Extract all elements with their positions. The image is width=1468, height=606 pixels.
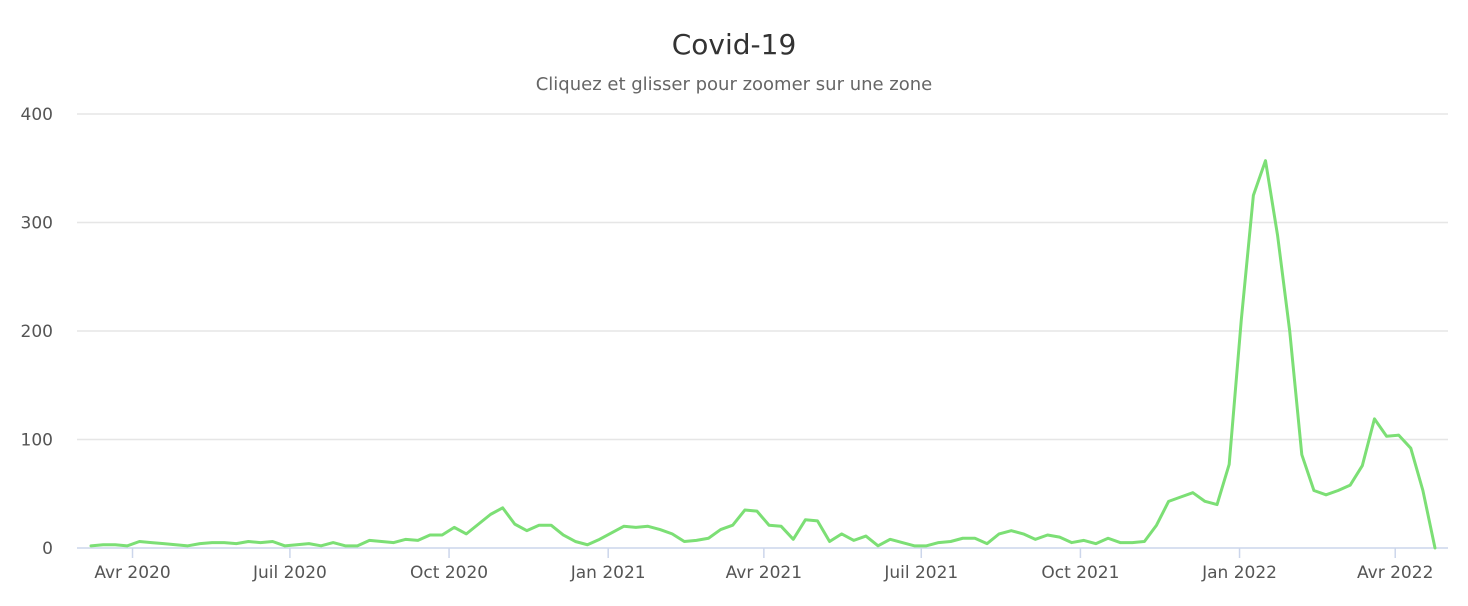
y-gridlines: [77, 113, 1448, 441]
y-axis-labels: 0 100 200 300 400: [21, 105, 53, 559]
y-tick-label: 200: [21, 322, 53, 342]
x-tick-label: Jan 2021: [570, 563, 646, 583]
x-tick-label: Avr 2020: [94, 563, 170, 583]
y-tick-label: 0: [42, 539, 53, 559]
series-line: [89, 159, 1437, 550]
zoom-drag-area[interactable]: [77, 114, 1448, 548]
x-tick-label: Avr 2022: [1357, 563, 1433, 583]
x-tick-label: Juil 2021: [883, 563, 958, 583]
chart-subtitle: Cliquez et glisser pour zoomer sur une z…: [536, 74, 933, 95]
x-tick-label: Avr 2021: [726, 563, 802, 583]
x-tick-label: Jan 2022: [1201, 563, 1277, 583]
series-group: [89, 159, 1437, 550]
x-axis-labels: Avr 2020 Juil 2020 Oct 2020 Jan 2021 Avr 202…: [94, 563, 1433, 583]
y-tick-label: 300: [21, 214, 53, 234]
x-axis-ticks: [131, 548, 1396, 558]
y-tick-label: 100: [21, 431, 53, 451]
x-tick-label: Oct 2020: [410, 563, 488, 583]
x-tick-label: Oct 2021: [1041, 563, 1119, 583]
chart-title: Covid-19: [672, 28, 797, 61]
y-tick-label: 400: [21, 105, 53, 125]
x-tick-label: Juil 2020: [252, 563, 327, 583]
